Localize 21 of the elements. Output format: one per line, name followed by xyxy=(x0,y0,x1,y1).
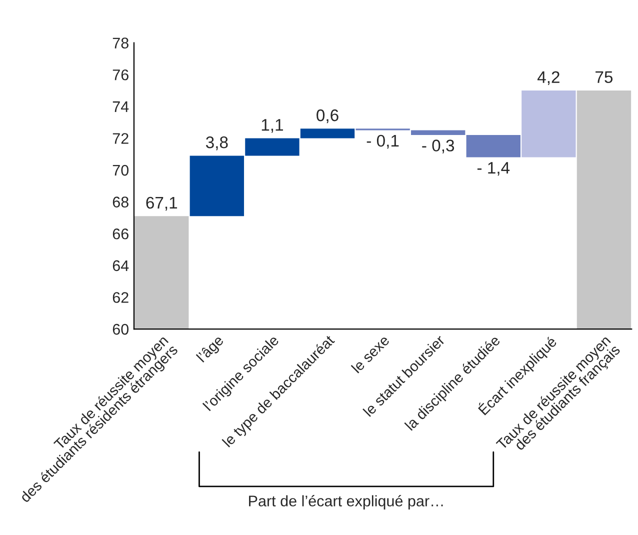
data-label: 0,6 xyxy=(316,109,338,124)
y-tick-label: 70 xyxy=(112,164,129,176)
y-tick-label: 76 xyxy=(112,69,128,80)
data-label: - 1,4 xyxy=(477,162,510,176)
y-tick-label: 64 xyxy=(112,260,129,272)
data-label: 67,1 xyxy=(146,196,178,211)
y-tick-label: 74 xyxy=(112,101,129,112)
y-tick-label: 66 xyxy=(112,228,128,240)
data-label: 3,8 xyxy=(206,136,228,150)
y-tick-label: 60 xyxy=(112,324,129,335)
y-tick-label: 68 xyxy=(112,196,128,208)
data-label: 75 xyxy=(596,71,613,84)
y-tick-label: 72 xyxy=(112,133,128,144)
x-tick-label: le sexe xyxy=(350,334,390,374)
data-label: 1,1 xyxy=(262,119,283,133)
data-label: 4,2 xyxy=(537,71,560,86)
y-tick-label: 62 xyxy=(112,292,128,303)
data-label: - 0,3 xyxy=(422,140,454,154)
data-label: - 0,1 xyxy=(366,134,399,149)
y-tick-label: 78 xyxy=(112,38,128,48)
text: Part de l’écart expliqué par… xyxy=(249,495,443,510)
